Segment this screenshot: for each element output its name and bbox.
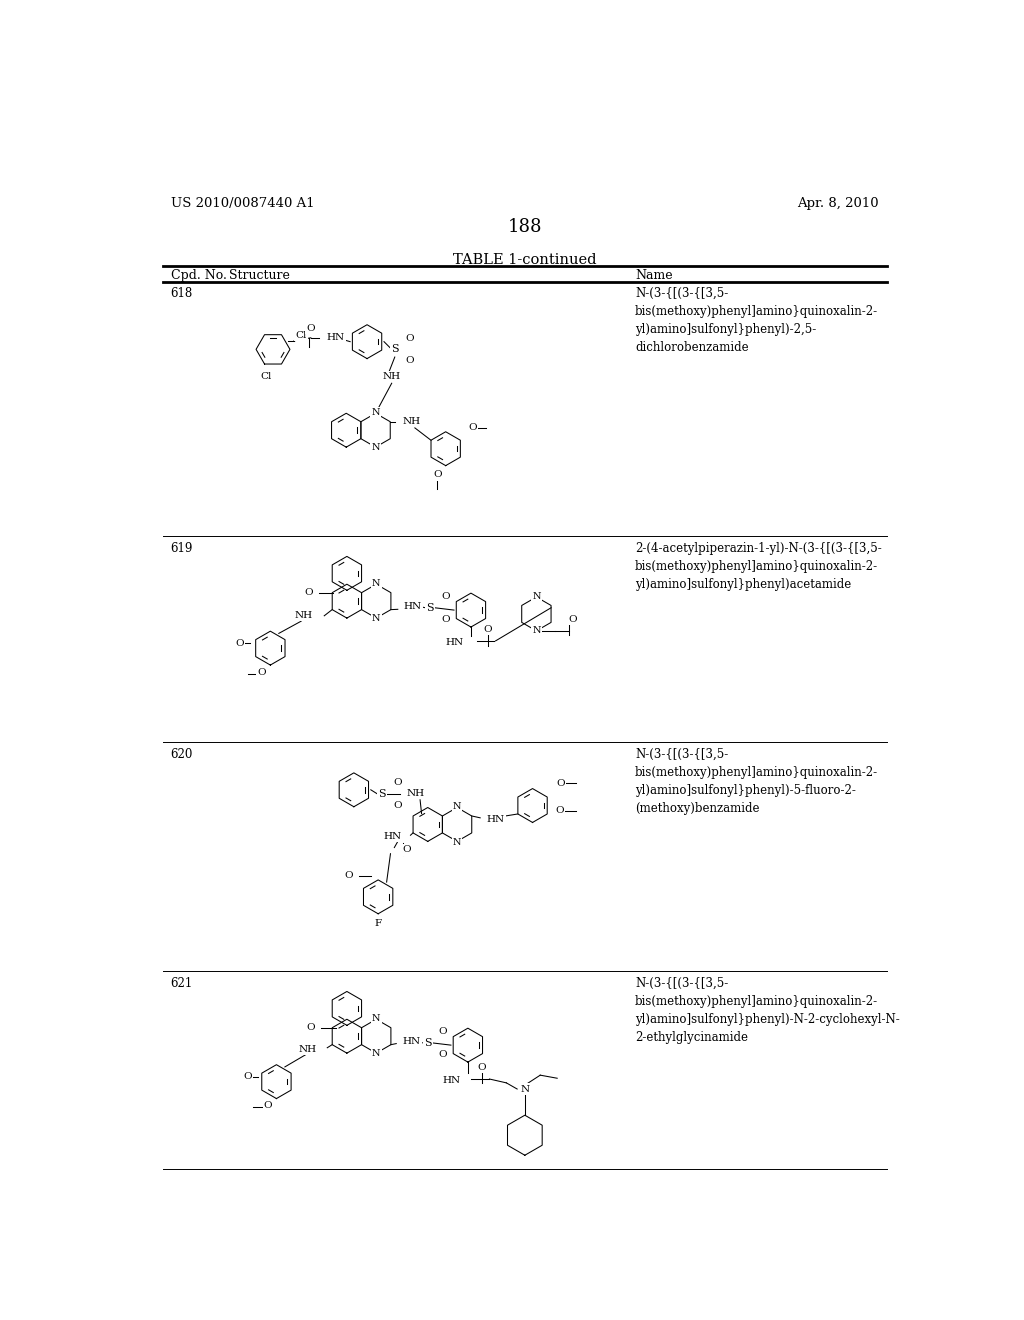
Text: S: S bbox=[426, 603, 434, 612]
Text: S: S bbox=[424, 1038, 432, 1048]
Text: 620: 620 bbox=[171, 748, 193, 762]
Text: 619: 619 bbox=[171, 543, 193, 554]
Text: 2-(4-acetylpiperazin-1-yl)-N-(3-{[(3-{[3,5-
bis(methoxy)phenyl]amino}quinoxalin-: 2-(4-acetylpiperazin-1-yl)-N-(3-{[(3-{[3… bbox=[635, 543, 882, 591]
Text: NH: NH bbox=[402, 417, 421, 426]
Text: O: O bbox=[344, 871, 352, 880]
Text: N: N bbox=[532, 593, 541, 602]
Text: HN: HN bbox=[383, 833, 401, 841]
Text: N-(3-{[(3-{[3,5-
bis(methoxy)phenyl]amino}quinoxalin-2-
yl)amino]sulfonyl}phenyl: N-(3-{[(3-{[3,5- bis(methoxy)phenyl]amin… bbox=[635, 977, 900, 1044]
Text: O: O bbox=[236, 639, 244, 648]
Text: US 2010/0087440 A1: US 2010/0087440 A1 bbox=[171, 197, 314, 210]
Text: O: O bbox=[393, 801, 401, 809]
Text: HN: HN bbox=[403, 602, 422, 611]
Text: O: O bbox=[433, 470, 441, 479]
Text: O: O bbox=[306, 1023, 314, 1032]
Text: N: N bbox=[453, 838, 462, 846]
Text: HN: HN bbox=[486, 814, 505, 824]
Text: N: N bbox=[372, 614, 381, 623]
Text: N-(3-{[(3-{[3,5-
bis(methoxy)phenyl]amino}quinoxalin-2-
yl)amino]sulfonyl}phenyl: N-(3-{[(3-{[3,5- bis(methoxy)phenyl]amin… bbox=[635, 748, 878, 816]
Text: F: F bbox=[375, 919, 382, 928]
Text: HN: HN bbox=[402, 1036, 421, 1045]
Text: Apr. 8, 2010: Apr. 8, 2010 bbox=[798, 197, 879, 210]
Text: O: O bbox=[441, 591, 450, 601]
Text: O: O bbox=[568, 615, 578, 624]
Text: O: O bbox=[393, 777, 401, 787]
Text: O: O bbox=[258, 668, 266, 677]
Text: 621: 621 bbox=[171, 977, 193, 990]
Text: O: O bbox=[556, 779, 565, 788]
Text: O: O bbox=[441, 615, 450, 624]
Text: O: O bbox=[556, 807, 564, 814]
Text: O: O bbox=[304, 589, 313, 597]
Text: HN: HN bbox=[445, 638, 463, 647]
Text: O: O bbox=[438, 1049, 447, 1059]
Text: S: S bbox=[379, 788, 386, 799]
Text: Structure: Structure bbox=[229, 268, 290, 281]
Text: HN: HN bbox=[327, 334, 344, 342]
Text: N: N bbox=[521, 1085, 530, 1093]
Text: O: O bbox=[468, 424, 476, 432]
Text: O: O bbox=[406, 355, 414, 364]
Text: 188: 188 bbox=[508, 218, 542, 236]
Text: O: O bbox=[483, 624, 493, 634]
Text: N: N bbox=[532, 627, 541, 635]
Text: N: N bbox=[372, 444, 380, 453]
Text: NH: NH bbox=[383, 372, 400, 380]
Text: Name: Name bbox=[635, 268, 673, 281]
Text: O: O bbox=[477, 1063, 486, 1072]
Text: NH: NH bbox=[295, 611, 312, 620]
Text: O: O bbox=[306, 325, 315, 333]
Text: O: O bbox=[406, 334, 414, 343]
Text: Cl: Cl bbox=[260, 372, 272, 381]
Text: S: S bbox=[391, 345, 398, 354]
Text: N: N bbox=[372, 408, 380, 417]
Text: N: N bbox=[372, 579, 381, 587]
Text: HN: HN bbox=[442, 1076, 460, 1085]
Text: O: O bbox=[402, 845, 412, 854]
Text: NH: NH bbox=[407, 789, 425, 799]
Text: O: O bbox=[438, 1027, 447, 1036]
Text: N: N bbox=[372, 1014, 381, 1023]
Text: O: O bbox=[263, 1101, 272, 1110]
Text: N: N bbox=[453, 803, 462, 812]
Text: N-(3-{[(3-{[3,5-
bis(methoxy)phenyl]amino}quinoxalin-2-
yl)amino]sulfonyl}phenyl: N-(3-{[(3-{[3,5- bis(methoxy)phenyl]amin… bbox=[635, 286, 878, 354]
Text: N: N bbox=[372, 1049, 381, 1059]
Text: TABLE 1-continued: TABLE 1-continued bbox=[453, 253, 597, 267]
Text: O: O bbox=[243, 1072, 252, 1081]
Text: NH: NH bbox=[298, 1045, 316, 1053]
Text: Cpd. No.: Cpd. No. bbox=[171, 268, 226, 281]
Text: 618: 618 bbox=[171, 286, 193, 300]
Text: Cl: Cl bbox=[295, 331, 306, 341]
